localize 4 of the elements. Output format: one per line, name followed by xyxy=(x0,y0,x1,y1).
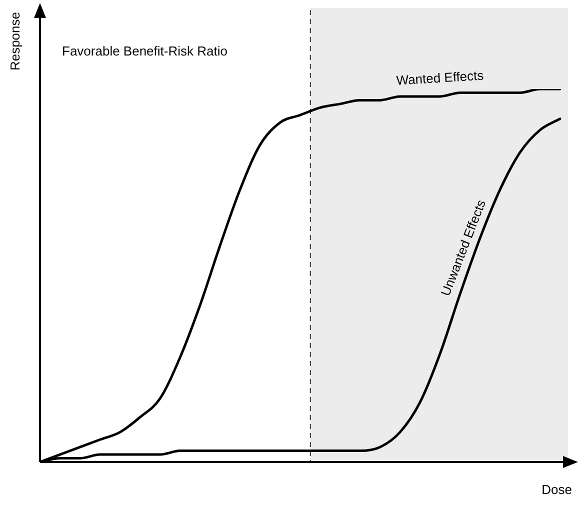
y-axis-title: Response xyxy=(8,12,23,71)
x-axis-title: Dose xyxy=(542,482,572,498)
text: Favorable Benefit-Risk Ratio xyxy=(62,44,228,59)
series-label: Wanted Effects xyxy=(396,68,485,88)
